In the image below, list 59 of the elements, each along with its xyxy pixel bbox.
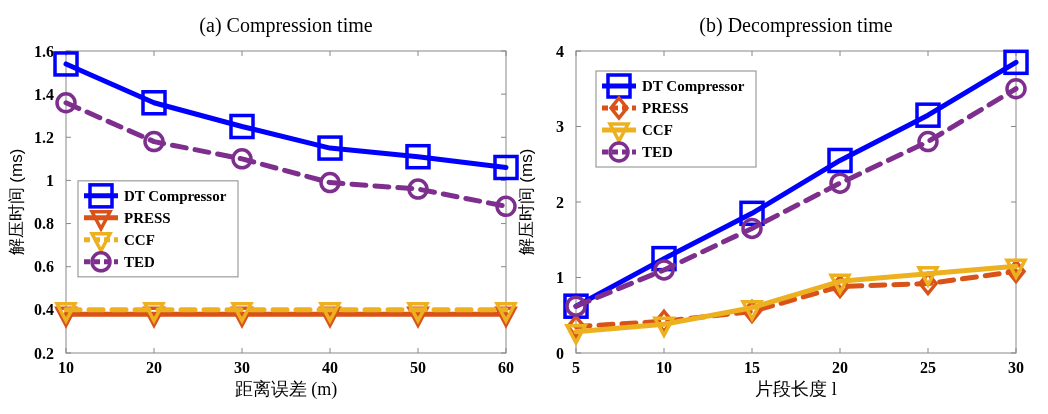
x-tick-label: 10 <box>58 359 74 376</box>
legend-label: CCF <box>124 232 155 249</box>
x-tick-label: 20 <box>146 359 162 376</box>
point <box>829 172 851 194</box>
point <box>653 259 675 281</box>
point <box>319 171 341 194</box>
y-tick-label: 1.2 <box>34 128 54 146</box>
x-tick-label: 5 <box>572 359 580 376</box>
legend-label: DT Compressor <box>124 188 227 205</box>
chart-title: (b) Decompression time <box>699 14 893 37</box>
x-tick-label: 40 <box>322 359 338 376</box>
point <box>229 113 255 140</box>
legend-label: TED <box>124 254 156 271</box>
point <box>917 130 939 153</box>
x-tick-label: 15 <box>744 359 760 376</box>
point <box>1003 49 1029 76</box>
y-tick-label: 3 <box>556 118 564 136</box>
y-tick-label: 0 <box>556 344 564 362</box>
x-tick-label: 25 <box>920 359 936 376</box>
point <box>495 195 517 218</box>
y-tick-label: 4 <box>556 42 564 60</box>
point <box>143 130 165 153</box>
y-tick-label: 1.4 <box>34 85 54 103</box>
point <box>53 51 79 77</box>
point <box>55 92 77 114</box>
legend-label: CCF <box>642 122 673 139</box>
x-axis-title: 片段长度 l <box>755 379 837 399</box>
chart-title: (a) Compression time <box>199 14 373 37</box>
y-tick-label: 1.6 <box>34 42 54 60</box>
y-tick-label: 1 <box>556 269 564 287</box>
y-tick-label: 0.8 <box>34 215 54 233</box>
point <box>741 217 763 240</box>
legend-label: PRESS <box>124 210 171 227</box>
point <box>1005 78 1027 100</box>
y-tick-label: 1 <box>46 172 54 190</box>
legend-label: TED <box>642 144 674 161</box>
point <box>141 90 167 116</box>
y-tick-label: 2 <box>556 193 564 211</box>
x-tick-label: 30 <box>234 359 250 376</box>
point <box>827 147 853 174</box>
point <box>407 178 429 200</box>
point <box>405 143 431 170</box>
x-axis-title: 距离误差 (m) <box>234 379 338 400</box>
point <box>915 102 941 128</box>
point <box>493 154 519 181</box>
y-tick-label: 0.4 <box>34 301 54 319</box>
x-tick-label: 50 <box>410 359 426 376</box>
x-tick-label: 60 <box>498 359 514 376</box>
y-tick-label: 0.2 <box>34 344 54 362</box>
x-tick-label: 20 <box>832 359 848 376</box>
point <box>317 135 343 161</box>
x-tick-label: 10 <box>656 359 672 376</box>
y-axis-title: 解压时间 (ms) <box>517 148 536 256</box>
legend-label: PRESS <box>642 100 689 117</box>
y-axis-title: 解压时间 (ms) <box>7 148 26 256</box>
y-tick-label: 0.6 <box>34 258 54 276</box>
x-tick-label: 30 <box>1008 359 1024 376</box>
point <box>231 148 253 170</box>
legend-label: DT Compressor <box>642 78 745 95</box>
